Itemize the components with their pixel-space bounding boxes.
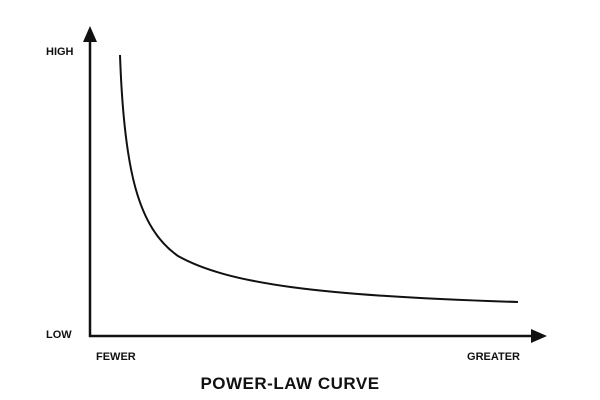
y-high-label: HIGH [46,46,74,58]
title: POWER-LAW CURVE [200,374,379,393]
x-axis-arrow [531,329,547,343]
x-high-label: GREATER [467,351,520,363]
x-low-label: FEWER [96,351,136,363]
power-law-curve [119,54,519,303]
y-low-label: LOW [46,329,72,341]
y-axis-arrow [83,26,97,42]
